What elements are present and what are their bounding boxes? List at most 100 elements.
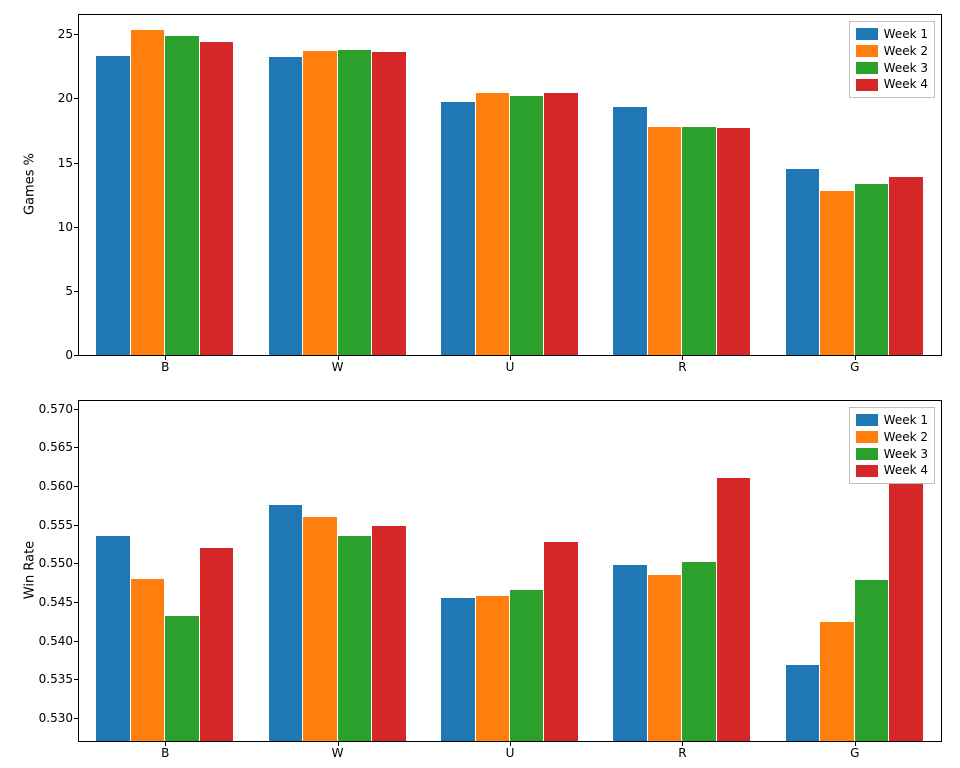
- bar: [855, 184, 888, 355]
- ytick-label: 0.545: [39, 595, 79, 609]
- legend-swatch: [856, 62, 878, 74]
- bar: [717, 478, 750, 741]
- xtick-mark: [855, 355, 856, 360]
- ytick-label: 0.555: [39, 518, 79, 532]
- bar: [476, 93, 509, 355]
- ytick-mark: [74, 641, 79, 642]
- bar: [96, 56, 129, 355]
- legend-swatch: [856, 79, 878, 91]
- bar: [96, 536, 129, 741]
- ytick-label: 0.530: [39, 711, 79, 725]
- bar: [613, 107, 646, 355]
- legend: Week 1Week 2Week 3Week 4: [849, 21, 935, 98]
- bar: [303, 51, 336, 355]
- ytick-mark: [74, 98, 79, 99]
- bar: [338, 50, 371, 355]
- legend-label: Week 3: [884, 60, 928, 77]
- legend-label: Week 2: [884, 43, 928, 60]
- legend-swatch: [856, 448, 878, 460]
- legend-label: Week 2: [884, 429, 928, 446]
- ylabel-games: Games %: [23, 153, 38, 215]
- bar: [200, 42, 233, 355]
- legend-item: Week 1: [856, 26, 928, 43]
- bar: [165, 36, 198, 355]
- legend-label: Week 4: [884, 462, 928, 479]
- ytick-mark: [74, 163, 79, 164]
- bar: [682, 562, 715, 741]
- ytick-label: 0.540: [39, 634, 79, 648]
- bar: [303, 517, 336, 741]
- bar: [786, 169, 819, 355]
- legend-swatch: [856, 28, 878, 40]
- legend-label: Week 4: [884, 76, 928, 93]
- xtick-mark: [510, 741, 511, 746]
- ytick-mark: [74, 525, 79, 526]
- bar: [889, 177, 922, 355]
- bar: [372, 526, 405, 741]
- bar: [786, 665, 819, 741]
- bar: [441, 102, 474, 355]
- ytick-mark: [74, 718, 79, 719]
- ytick-label: 0.570: [39, 402, 79, 416]
- bar: [613, 565, 646, 741]
- legend-label: Week 1: [884, 412, 928, 429]
- legend-item: Week 3: [856, 446, 928, 463]
- xtick-mark: [855, 741, 856, 746]
- bar: [544, 93, 577, 355]
- xtick-mark: [682, 355, 683, 360]
- ytick-label: 0.535: [39, 672, 79, 686]
- bar: [544, 542, 577, 741]
- bar: [200, 548, 233, 741]
- ytick-label: 0.560: [39, 479, 79, 493]
- bar: [131, 579, 164, 741]
- bar: [165, 616, 198, 741]
- ytick-label: 0.565: [39, 440, 79, 454]
- ylabel-winrate: Win Rate: [23, 541, 38, 599]
- bar: [338, 536, 371, 741]
- xtick-mark: [165, 741, 166, 746]
- ytick-mark: [74, 34, 79, 35]
- ytick-mark: [74, 602, 79, 603]
- bar: [820, 622, 853, 741]
- bar: [820, 191, 853, 355]
- legend-item: Week 1: [856, 412, 928, 429]
- bar: [682, 127, 715, 355]
- legend-item: Week 3: [856, 60, 928, 77]
- bar: [717, 128, 750, 355]
- ytick-label: 0.550: [39, 556, 79, 570]
- bar: [648, 127, 681, 355]
- bar: [269, 57, 302, 355]
- bar: [269, 505, 302, 741]
- bar: [476, 596, 509, 741]
- xtick-mark: [510, 355, 511, 360]
- ytick-mark: [74, 227, 79, 228]
- xtick-mark: [338, 355, 339, 360]
- bar: [510, 590, 543, 741]
- legend-item: Week 4: [856, 76, 928, 93]
- legend-item: Week 2: [856, 429, 928, 446]
- legend-item: Week 2: [856, 43, 928, 60]
- bar: [372, 52, 405, 355]
- ytick-mark: [74, 355, 79, 356]
- ytick-mark: [74, 447, 79, 448]
- bar: [855, 580, 888, 741]
- legend-label: Week 1: [884, 26, 928, 43]
- legend-swatch: [856, 465, 878, 477]
- legend: Week 1Week 2Week 3Week 4: [849, 407, 935, 484]
- bar: [510, 96, 543, 355]
- figure: 0510152025 BWURG Week 1Week 2Week 3Week …: [0, 0, 960, 768]
- legend-swatch: [856, 414, 878, 426]
- legend-label: Week 3: [884, 446, 928, 463]
- bar: [441, 598, 474, 741]
- ytick-mark: [74, 563, 79, 564]
- bar: [131, 30, 164, 355]
- bar: [648, 575, 681, 741]
- ytick-mark: [74, 679, 79, 680]
- xtick-mark: [682, 741, 683, 746]
- ytick-mark: [74, 291, 79, 292]
- legend-item: Week 4: [856, 462, 928, 479]
- xtick-mark: [165, 355, 166, 360]
- ytick-mark: [74, 486, 79, 487]
- xtick-mark: [338, 741, 339, 746]
- legend-swatch: [856, 431, 878, 443]
